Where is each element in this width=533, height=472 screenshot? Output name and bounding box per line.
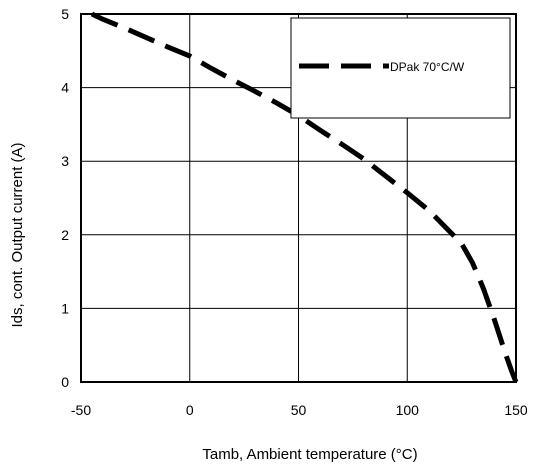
- x-tick-label: 150: [504, 402, 528, 418]
- x-tick-labels: -50 0 50 100 150: [71, 402, 528, 418]
- y-tick-label: 3: [61, 153, 69, 169]
- legend-label: DPak 70°C/W: [390, 60, 465, 74]
- legend: DPak 70°C/W: [290, 17, 511, 119]
- x-tick-label: -50: [71, 402, 91, 418]
- x-tick-label: 50: [291, 402, 307, 418]
- x-tick-label: 100: [396, 402, 420, 418]
- y-axis-label: Ids, cont. Output current (A): [9, 142, 26, 327]
- plot-frame: [80, 13, 517, 383]
- y-tick-label: 1: [61, 300, 69, 316]
- x-tick-label: 0: [186, 402, 194, 418]
- y-tick-labels: 0 1 2 3 4 5: [61, 6, 69, 390]
- y-tick-label: 5: [61, 6, 69, 22]
- x-axis-label: Tamb, Ambient temperature (°C): [202, 446, 417, 463]
- y-tick-label: 4: [61, 80, 69, 96]
- series-line: [90, 11, 519, 383]
- y-tick-label: 0: [61, 374, 69, 390]
- series-layer: [90, 11, 519, 383]
- y-tick-label: 2: [61, 227, 69, 243]
